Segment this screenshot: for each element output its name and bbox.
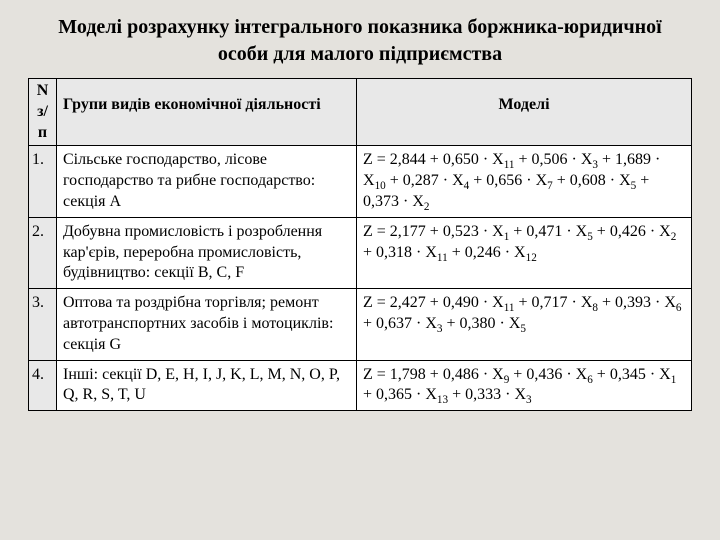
cell-group: Сільське господарство, лісове господарст… — [57, 146, 357, 217]
subscript: 11 — [437, 252, 448, 264]
subscript: 12 — [526, 252, 537, 264]
models-table: N з/ п Групи видів економічної діяльност… — [28, 78, 692, 411]
col-header-num-l2: з/ — [31, 102, 54, 123]
subscript: 11 — [504, 160, 515, 172]
subscript: 9 — [504, 374, 510, 386]
subscript: 2 — [671, 231, 677, 243]
subscript: 5 — [520, 323, 526, 335]
subscript: 1 — [504, 231, 510, 243]
col-header-num: N з/ п — [29, 79, 57, 146]
col-header-num-l1: N — [31, 81, 54, 102]
subscript: 6 — [587, 374, 593, 386]
subscript: 10 — [375, 180, 386, 192]
subscript: 5 — [631, 180, 637, 192]
table-row: 2.Добувна промисловість і розроблення ка… — [29, 217, 692, 288]
subscript: 6 — [676, 302, 682, 314]
subscript: 8 — [592, 302, 598, 314]
table-row: 1.Сільське господарство, лісове господар… — [29, 146, 692, 217]
cell-num: 1. — [29, 146, 57, 217]
subscript: 3 — [437, 323, 443, 335]
cell-model: Z = 2,427 + 0,490 · X11 + 0,717 · X8 + 0… — [357, 289, 692, 360]
cell-group: Добувна промисловість і розроблення кар'… — [57, 217, 357, 288]
cell-group: Оптова та роздрібна торгівля; ремонт авт… — [57, 289, 357, 360]
cell-num: 4. — [29, 360, 57, 411]
subscript: 13 — [437, 395, 448, 407]
subscript: 1 — [671, 374, 677, 386]
cell-num: 2. — [29, 217, 57, 288]
cell-model: Z = 2,177 + 0,523 · X1 + 0,471 · X5 + 0,… — [357, 217, 692, 288]
subscript: 4 — [464, 180, 470, 192]
cell-group: Інші: секції D, E, H, I, J, K, L, M, N, … — [57, 360, 357, 411]
table-header: N з/ п Групи видів економічної діяльност… — [29, 79, 692, 146]
col-header-group: Групи видів економічної діяльності — [57, 79, 357, 146]
subscript: 3 — [526, 395, 532, 407]
subscript: 2 — [424, 201, 430, 213]
col-header-num-l3: п — [31, 123, 54, 144]
page-title: Моделі розрахунку інтегрального показник… — [38, 14, 682, 68]
cell-model: Z = 1,798 + 0,486 · X9 + 0,436 · X6 + 0,… — [357, 360, 692, 411]
page: Моделі розрахунку інтегрального показник… — [0, 0, 720, 540]
table-row: 3.Оптова та роздрібна торгівля; ремонт а… — [29, 289, 692, 360]
col-header-model: Моделі — [357, 79, 692, 146]
cell-model: Z = 2,844 + 0,650 · X11 + 0,506 · X3 + 1… — [357, 146, 692, 217]
subscript: 3 — [592, 160, 598, 172]
subscript: 5 — [587, 231, 593, 243]
table-body: 1.Сільське господарство, лісове господар… — [29, 146, 692, 411]
subscript: 7 — [547, 180, 553, 192]
cell-num: 3. — [29, 289, 57, 360]
subscript: 11 — [504, 302, 515, 314]
table-row: 4.Інші: секції D, E, H, I, J, K, L, M, N… — [29, 360, 692, 411]
